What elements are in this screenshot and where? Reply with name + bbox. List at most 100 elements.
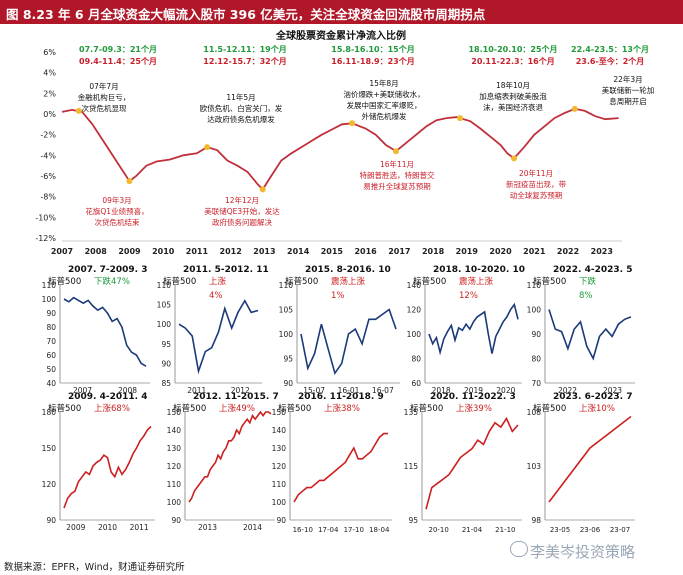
- event-note: 外储危机爆发: [362, 111, 407, 121]
- wechat-icon: [510, 541, 528, 557]
- y-tick-label: 120: [167, 462, 182, 471]
- y-tick-label: 120: [42, 480, 57, 489]
- y-tick-label: 100: [167, 498, 182, 507]
- event-note: 汹价爆跌+美联储收水，: [343, 89, 424, 99]
- event-note: 特朗普胜选，特朗普交: [360, 170, 435, 180]
- y-tick-label: 110: [527, 281, 542, 290]
- panel-subtitle: 标普500: [285, 276, 318, 287]
- event-date: 18年10月: [496, 80, 530, 90]
- series-line-sp500: [63, 296, 147, 367]
- panel-title: 2016. 11-2018. 9: [298, 392, 384, 402]
- turning-point-marker: [571, 105, 578, 112]
- panel-change-value: 4%: [209, 291, 223, 301]
- panel-change: 震荡上涨: [331, 276, 366, 287]
- y-tick-label: 120: [407, 306, 422, 315]
- panel-subtitle: 标普500: [48, 403, 81, 414]
- y-tick-label: -4%: [40, 151, 56, 160]
- x-tick-label: 17-10: [344, 526, 364, 534]
- series-line-sp500: [178, 299, 259, 375]
- small-chart-8: 150 140 130 120 110 100 90 16-10 17-04 17-10 18-04…: [272, 392, 392, 534]
- turning-point-marker: [349, 120, 356, 127]
- x-tick-label: 2008: [85, 247, 108, 256]
- event-note: 次贷危机结束: [95, 217, 140, 227]
- y-tick-label: 110: [157, 281, 172, 290]
- y-tick-label: 95: [408, 516, 418, 525]
- panel-change: 上涨49%: [219, 403, 255, 414]
- x-tick-label: 2017: [388, 247, 410, 256]
- x-tick-label: 16-01: [338, 386, 360, 395]
- event-note: 美联储QE3开始，发达: [204, 206, 280, 216]
- y-tick-label: 110: [42, 281, 57, 290]
- period-label-up: 16.11-18.9：23个月: [331, 56, 415, 66]
- y-tick-label: 0%: [43, 110, 56, 119]
- panel-title: 2009. 4-2011. 4: [68, 392, 147, 402]
- event-note: 沫，美国经济衰退: [483, 102, 543, 112]
- small-chart-10: 108 103 98 23-05 23-06 23-07 2023. 6-2023. 7标普…: [527, 392, 635, 534]
- y-tick-label: 180: [42, 408, 57, 417]
- y-tick-label: 70: [46, 337, 56, 346]
- y-tick-label: 140: [167, 426, 182, 435]
- x-tick-label: 2016: [354, 247, 377, 256]
- series-line-sp500: [293, 432, 388, 503]
- event-date: 07年7月: [89, 81, 118, 91]
- event-date: 11年5月: [226, 92, 255, 102]
- panel-title: 2012. 11-2015. 7: [193, 392, 279, 402]
- y-tick-label: 60: [411, 379, 421, 388]
- y-tick-label: 110: [279, 281, 294, 290]
- y-tick-label: -6%: [40, 172, 56, 181]
- y-tick-label: 6%: [43, 48, 56, 57]
- small-chart-1: 110 100 90 80 70 60 50 40 2007 2008 2007. 7-2009. …: [42, 265, 150, 395]
- event-date: 16年11月: [380, 159, 414, 169]
- y-tick-label: 95: [283, 355, 293, 364]
- panel-title: 2015. 8-2016. 10: [305, 265, 391, 275]
- panel-change-value: 12%: [459, 291, 478, 301]
- y-tick-label: 105: [157, 301, 172, 310]
- event-date: 15年8月: [369, 78, 398, 88]
- x-tick-label: 20-10: [428, 526, 448, 534]
- x-tick-label: 2020: [496, 386, 515, 395]
- series-line-sp500: [63, 425, 152, 509]
- period-label-up: 23.6-至今：2个月: [576, 56, 645, 66]
- x-tick-label: 2012: [220, 247, 242, 256]
- x-tick-label: 21-04: [462, 526, 483, 534]
- y-tick-label: 80: [531, 355, 541, 364]
- y-tick-label: 100: [42, 295, 57, 304]
- period-label-down: 07.7-09.3：21个月: [79, 44, 157, 54]
- panel-change: 上涨39%: [456, 403, 492, 414]
- turning-point-marker: [204, 144, 211, 151]
- event-date: 20年11月: [519, 168, 553, 178]
- event-note: 息周期开启: [609, 96, 647, 106]
- y-tick-label: 150: [42, 444, 57, 453]
- panel-change: 上涨: [209, 276, 227, 287]
- x-tick-label: 2007: [51, 247, 73, 256]
- panel-subtitle: 标普500: [533, 276, 566, 287]
- x-tick-label: 2020: [489, 247, 512, 256]
- y-tick-label: -10%: [35, 213, 56, 222]
- y-tick-label: 98: [531, 516, 541, 525]
- panel-title: 2020. 11-2022. 3: [430, 392, 516, 402]
- y-tick-label: 108: [527, 408, 542, 417]
- y-tick-label: 85: [161, 379, 171, 388]
- x-tick-label: 15-07: [303, 386, 325, 395]
- x-tick-label: 2014: [243, 523, 262, 532]
- y-tick-label: 103: [527, 462, 542, 471]
- small-chart-3: 110 105 100 95 90 15-07 16-01 16-07 2015. 8-2016…: [279, 265, 400, 395]
- y-tick-label: 2%: [43, 89, 56, 98]
- y-tick-label: 70: [531, 379, 541, 388]
- y-tick-label: 130: [167, 444, 182, 453]
- y-tick-label: 100: [272, 498, 287, 507]
- y-tick-label: 90: [283, 379, 293, 388]
- small-chart-9: 135 115 95 20-10 21-04 21-10 2020. 11-2022. 3标…: [404, 392, 522, 534]
- series-line-sp500: [300, 308, 397, 376]
- figure-title: 图 8.23 年 6 月全球资金大幅流入股市 396 亿美元，关注全球资金回流股…: [6, 7, 486, 22]
- y-tick-label: 115: [404, 462, 419, 471]
- panel-subtitle: 标普500: [533, 403, 566, 414]
- y-tick-label: 150: [272, 408, 287, 417]
- turning-point-marker: [75, 107, 82, 114]
- x-tick-label: 2015: [321, 247, 344, 256]
- y-tick-label: 110: [167, 480, 182, 489]
- y-tick-label: 100: [157, 320, 172, 329]
- event-note: 政府债务问题解决: [212, 217, 272, 227]
- event-note: 加息缩表刺破美股泡: [479, 91, 547, 101]
